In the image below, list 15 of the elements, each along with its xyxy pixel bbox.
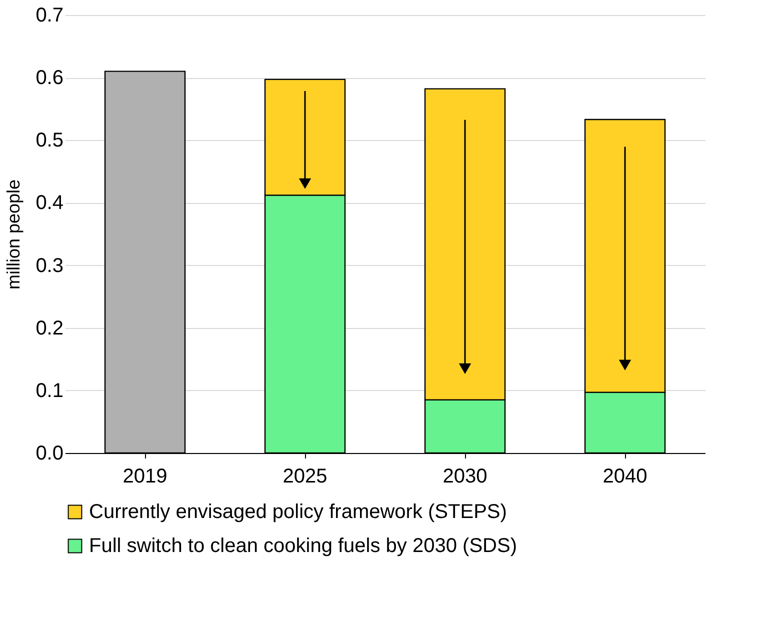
y-axis-title: million people (4, 179, 24, 290)
y-tick-label: 0.6 (36, 67, 64, 90)
y-tick-label: 0.2 (36, 317, 64, 340)
x-tick-label: 2019 (122, 466, 168, 488)
x-tick-label: 2025 (282, 466, 328, 488)
legend-label: Currently envisaged policy framework (STEPS) (89, 501, 507, 523)
x-tick-label: 2030 (442, 466, 488, 488)
y-tick-label: 0.5 (36, 130, 64, 152)
x-tick-label: 2040 (602, 466, 648, 488)
legend-label: Full switch to clean cooking fuels by 2030 (SDS) (89, 535, 517, 557)
y-tick-label: 0.1 (36, 380, 64, 402)
y-tick-label: 0.7 (36, 4, 64, 26)
y-tick-label: 0.0 (36, 442, 64, 464)
y-tick-label: 0.4 (36, 192, 64, 214)
y-tick-label: 0.3 (36, 254, 64, 277)
